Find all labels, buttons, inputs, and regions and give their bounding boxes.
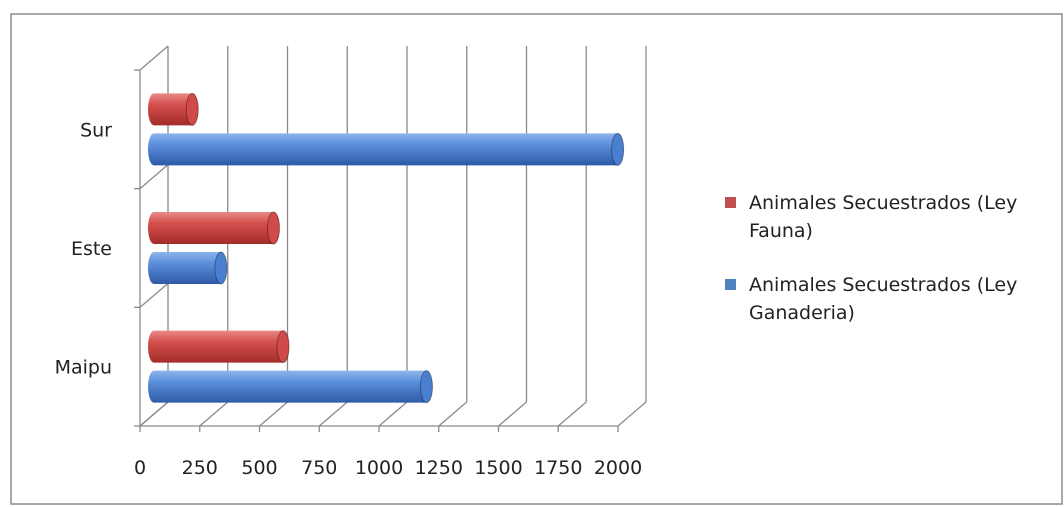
chart-bars [148, 92, 625, 404]
bar-este-series-0 [148, 252, 227, 284]
bar-cap-sur-series-1 [185, 92, 199, 126]
x-tick-label-4: 1000 [355, 457, 403, 479]
floor-line-1 [199, 401, 229, 427]
legend-swatch-1 [725, 279, 736, 290]
bar-cap-sur-series-0 [611, 132, 625, 166]
wall-line-0 [139, 401, 169, 427]
x-tick-label-5: 1250 [415, 457, 463, 479]
wall-line-2 [139, 164, 169, 190]
chart-labels: 0 250 500 750 1000 1250 1500 1750 2000 Maipu Este S… [55, 119, 643, 479]
wall-line-1 [139, 282, 169, 308]
legend-label-1-line-0: Animales Secuestrados (Ley [749, 274, 1017, 296]
x-tick-label-3: 750 [301, 457, 337, 479]
bar-cap-maipu-series-1 [276, 330, 290, 364]
floor-line-4 [378, 401, 408, 427]
legend-swatch-0 [725, 197, 736, 208]
floor-line-5 [438, 401, 468, 427]
x-tick-label-7: 1750 [534, 457, 582, 479]
bar-maipu-series-1 [148, 330, 290, 363]
floor-line-7 [557, 401, 587, 427]
wall-line-3 [139, 45, 169, 71]
floor-line-2 [259, 401, 288, 427]
chart-legend: Animales Secuestrados (Ley Fauna) Animales… [725, 192, 1017, 324]
bar-cap-este-series-1 [267, 211, 280, 245]
bar-sur-series-0 [148, 133, 624, 166]
bar-sur-series-1 [148, 93, 199, 126]
bar-este-series-1 [148, 212, 280, 244]
chart-axes [134, 69, 619, 432]
legend-label-1-line-1: Ganaderia) [749, 302, 855, 324]
category-label-este: Este [71, 238, 112, 260]
floor-line-6 [498, 401, 527, 427]
legend-label-0-line-1: Fauna) [749, 220, 813, 242]
legend-label-0-line-0: Animales Secuestrados (Ley [749, 192, 1017, 214]
x-tick-label-2: 500 [241, 457, 277, 479]
x-tick-label-1: 250 [182, 457, 218, 479]
category-label-sur: Sur [80, 119, 112, 141]
x-tick-label-8: 2000 [594, 457, 642, 479]
x-tick-label-6: 1500 [474, 457, 522, 479]
bar-cap-maipu-series-0 [419, 370, 433, 404]
bar-maipu-series-0 [148, 370, 433, 403]
x-tick-label-0: 0 [134, 457, 146, 479]
floor-line-8 [617, 401, 647, 427]
category-label-maipu: Maipu [55, 357, 112, 379]
floor-line-3 [318, 401, 348, 427]
bar-cap-este-series-0 [214, 251, 228, 285]
